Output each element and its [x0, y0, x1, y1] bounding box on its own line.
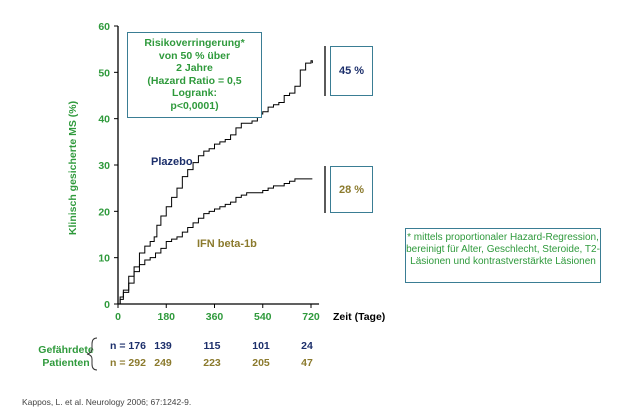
- placebo-percent-box: 45 %: [330, 46, 373, 96]
- risk-row-placebo: n = 176 139 115 101 24: [0, 340, 625, 354]
- placebo-series-line: [118, 60, 313, 305]
- x-axis-label: Zeit (Tage): [333, 311, 385, 323]
- placebo-series-label: Plazebo: [151, 156, 193, 168]
- y-tick-label: 40: [98, 114, 110, 126]
- risk-cell: 115: [203, 340, 221, 352]
- stat-line-4: (Hazard Ratio = 0,5: [147, 74, 242, 87]
- risk-cell: 249: [154, 357, 172, 369]
- stat-line-1: Risikoverringerung*: [144, 37, 245, 49]
- y-tick-label: 60: [98, 21, 110, 33]
- ifn-series-label: IFN beta-1b: [197, 238, 257, 250]
- ifn-percent-box: 28 %: [330, 166, 373, 213]
- y-axis-ticks: 0 10 20 30 40 50 60: [98, 21, 118, 311]
- citation: Kappos, L. et al. Neurology 2006; 67:124…: [22, 397, 192, 407]
- ifn-percent: 28 %: [338, 183, 365, 196]
- risk-cell: 223: [203, 357, 221, 369]
- series-lines: [118, 60, 313, 305]
- risk-cell: 139: [154, 340, 172, 352]
- risk-cell: 24: [301, 340, 313, 352]
- y-tick-label: 10: [98, 253, 110, 265]
- footnote-box: * mittels proportionaler Hazard-Regressi…: [405, 228, 601, 283]
- y-tick-label: 0: [104, 299, 110, 311]
- stat-line-3: 2 Jahre: [176, 62, 213, 74]
- ifn-series-line: [118, 178, 313, 305]
- footnote-text: * mittels proportionaler Hazard-Regressi…: [406, 232, 600, 267]
- risk-cell: n = 292: [110, 357, 146, 369]
- risk-cell: 47: [301, 357, 313, 369]
- stat-line-6: p<0,0001): [170, 99, 219, 112]
- x-tick-label: 180: [157, 311, 175, 323]
- x-tick-label: 720: [302, 311, 320, 323]
- y-tick-label: 30: [98, 160, 110, 172]
- stat-line-5: Logrank:: [172, 87, 217, 99]
- x-tick-label: 0: [115, 311, 121, 323]
- y-tick-label: 20: [98, 206, 110, 218]
- risk-title-line-2: Patienten: [42, 357, 90, 369]
- y-axis-label: Klinisch gesicherte MS (%): [67, 101, 79, 235]
- risk-cell: 101: [252, 340, 270, 352]
- risk-cell: n = 176: [110, 340, 146, 352]
- y-tick-label: 50: [98, 67, 110, 79]
- x-tick-label: 540: [254, 311, 272, 323]
- placebo-percent: 45 %: [338, 65, 365, 77]
- risk-title-line-1: Gefährdete: [38, 344, 94, 356]
- risk-cell: 205: [252, 357, 270, 369]
- x-tick-label: 360: [206, 311, 224, 323]
- stat-line-2: von 50 % über: [158, 49, 231, 62]
- risk-table-title: Gefährdete Patienten: [26, 344, 106, 370]
- risk-row-ifn: n = 292 249 223 205 47: [0, 357, 625, 371]
- x-axis-ticks: 0 180 360 540 720: [115, 304, 320, 323]
- risk-reduction-box: Risikoverringerung* von 50 % über 2 Jahr…: [127, 32, 262, 118]
